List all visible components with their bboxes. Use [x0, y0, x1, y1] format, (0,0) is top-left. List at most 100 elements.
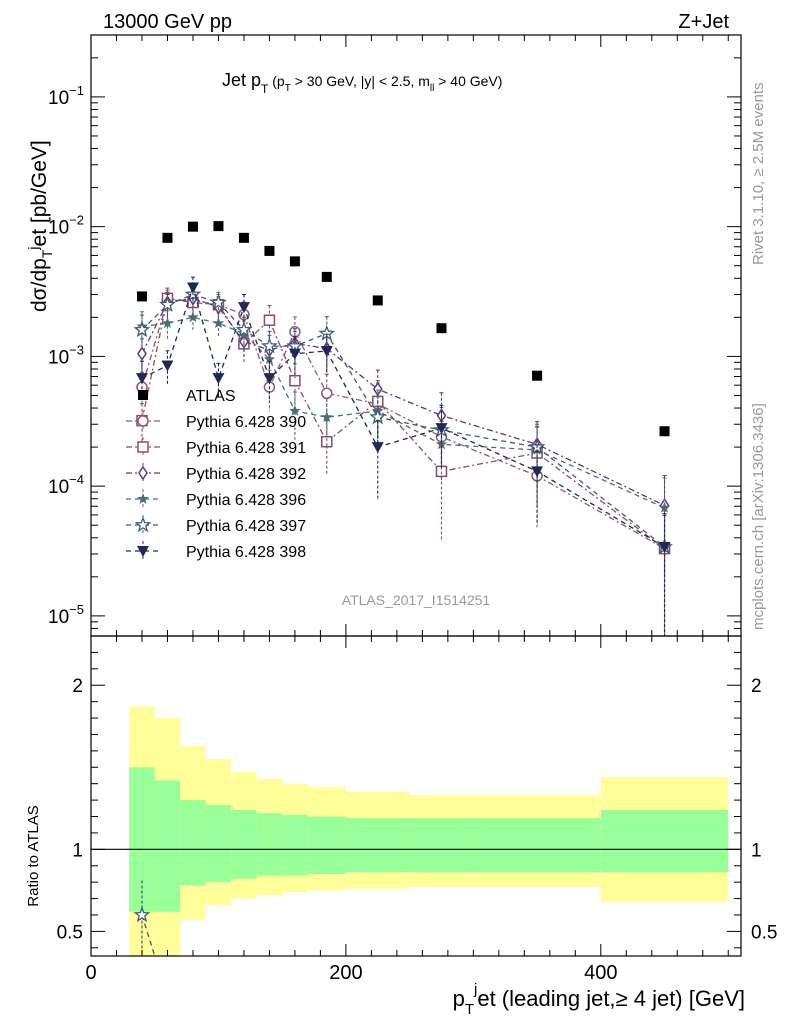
data-point [212, 317, 225, 329]
data-point [261, 337, 278, 354]
legend-marker [137, 441, 149, 453]
data-point [213, 221, 224, 232]
data-point [159, 295, 176, 312]
legend-label: ATLAS [186, 388, 236, 405]
ratio-point [133, 906, 151, 923]
band-stat-bin [282, 814, 308, 876]
analysis-watermark: ATLAS_2017_I1514251 [342, 592, 491, 608]
main-panel [133, 221, 673, 636]
legend-label: Pythia 6.428 390 [186, 414, 306, 431]
band-stat-bin [154, 780, 181, 912]
data-point [161, 360, 174, 372]
ratio-frame [90, 635, 742, 957]
data-point [186, 282, 199, 294]
ratio-y-tick-label: 2 [72, 676, 83, 697]
data-point [372, 381, 383, 397]
y-tick-label: 10−4 [48, 472, 84, 498]
legend-marker [137, 415, 149, 427]
ratio-y-axis-label: Ratio to ATLAS [25, 805, 42, 906]
data-point [320, 346, 333, 358]
band-stat-bin [205, 805, 232, 883]
data-point [318, 324, 336, 341]
series-pythia-6-428-398 [135, 276, 671, 636]
data-point [187, 221, 198, 232]
legend-item: Pythia 6.428 397 [126, 515, 306, 535]
series-line [141, 299, 665, 550]
legend-label: Pythia 6.428 397 [186, 518, 306, 535]
ratio-y-tick-label: 0.5 [57, 922, 83, 943]
header-energy: 13000 GeV pp [103, 11, 232, 33]
data-point [321, 435, 333, 448]
main-plot-title: Jet pT (pT > 30 GeV, |y| < 2.5, mll > 40… [222, 70, 502, 96]
ratio-y-tick-label: 1 [72, 840, 83, 861]
ratio-y-tick-label-right: 1 [751, 840, 762, 861]
data-point [435, 423, 448, 435]
x-tick-label: 0 [85, 962, 96, 984]
data-point [263, 373, 276, 385]
series-line [141, 297, 665, 507]
series-line [141, 285, 665, 548]
data-point [531, 466, 544, 478]
band-stat-bin [256, 813, 283, 876]
band-stat-bin [307, 816, 346, 874]
data-point [263, 314, 276, 326]
legend: ATLAS Pythia 6.428 390 Pythia 6.428 391 Pyt… [126, 388, 306, 561]
data-point [369, 408, 387, 425]
x-axis-label: pTjet (leading jet,≥ 4 jet) [GeV] [453, 981, 745, 1018]
band-stat-bin [473, 818, 601, 873]
data-point [137, 346, 147, 362]
band-stat-bin [180, 800, 206, 886]
series-line [141, 293, 665, 548]
data-point [187, 311, 199, 323]
ratio-panel [91, 706, 741, 957]
legend-marker [138, 465, 148, 481]
x-tick-label: 200 [329, 962, 362, 984]
band-stat-bin [600, 809, 729, 873]
y-tick-label: 10−5 [48, 602, 84, 628]
data-point [321, 387, 333, 400]
series-line [141, 297, 665, 550]
data-point [237, 302, 250, 314]
band-stat-bin [231, 809, 257, 879]
series-pythia-6-428-397 [133, 283, 673, 636]
data-point [288, 348, 301, 360]
data-point [161, 317, 174, 329]
axes: 0 200 400 10−5 10−4 10−3 10−2 10−1 0.5 0.5 1 1 2 2 [48, 34, 777, 984]
main-y-axis-label: dσ/dpTjet [pb/GeV] [25, 140, 55, 312]
y-tick-label: 10−1 [48, 83, 84, 109]
legend-marker [134, 516, 152, 533]
data-point [372, 295, 383, 306]
legend-item: Pythia 6.428 396 [126, 489, 306, 509]
legend-marker [137, 493, 149, 504]
ratio-y-tick-label-right: 0.5 [751, 922, 777, 943]
legend-label: Pythia 6.428 391 [186, 440, 306, 457]
ratio-y-tick-label-right: 2 [751, 676, 762, 697]
legend-item: Pythia 6.428 398 [126, 541, 306, 561]
legend-item: Pythia 6.428 390 [126, 411, 306, 431]
data-point [289, 404, 301, 416]
data-point [264, 245, 275, 256]
data-point [532, 370, 543, 381]
data-point [133, 321, 151, 338]
data-point [371, 442, 384, 454]
data-point [289, 256, 300, 267]
y-tick-label: 10−3 [48, 342, 84, 368]
legend-item: Pythia 6.428 392 [126, 463, 306, 483]
data-point [135, 373, 148, 385]
legend-label: Pythia 6.428 392 [186, 466, 306, 483]
legend-marker [137, 546, 149, 557]
band-stat-bin [129, 767, 155, 912]
data-point [235, 321, 253, 338]
rivet-version-label: Rivet 3.1.10, ≥ 2.5M events [750, 83, 767, 266]
series-pythia-6-428-390 [136, 289, 671, 636]
data-point [658, 501, 671, 513]
data-point [238, 232, 249, 243]
mcplots-label: mcplots.cern.ch [arXiv:1306.3436] [750, 403, 767, 630]
data-point [212, 373, 225, 385]
x-tick-label: 400 [584, 962, 617, 984]
data-point [321, 271, 332, 282]
data-point [162, 232, 173, 243]
data-point [659, 426, 670, 437]
series-line [141, 316, 665, 509]
